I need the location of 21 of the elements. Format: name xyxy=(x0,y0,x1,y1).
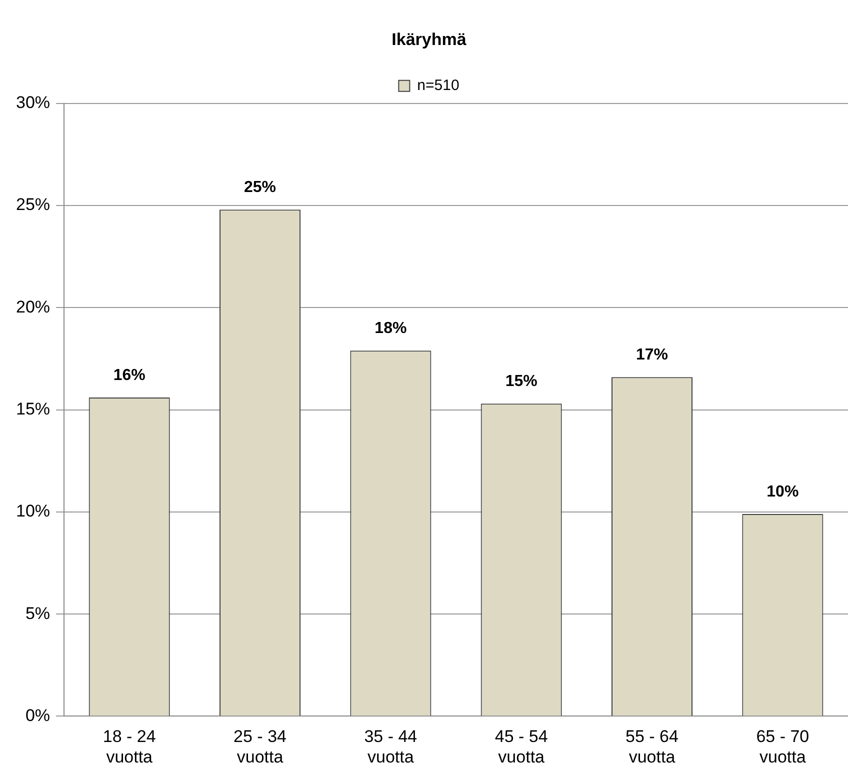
data-label: 16% xyxy=(113,366,146,384)
x-tick-label: 25 - 34 vuotta xyxy=(234,727,286,766)
y-tick-label: 5% xyxy=(25,604,50,623)
data-label: 25% xyxy=(244,179,276,196)
y-tick-label: 10% xyxy=(16,502,50,521)
y-tick-label: 25% xyxy=(16,195,50,214)
chart-title: Ikäryhmä xyxy=(392,30,467,49)
data-label: 18% xyxy=(374,320,407,337)
legend-label: n=510 xyxy=(417,77,460,94)
x-tick-label: 18 - 24 vuotta xyxy=(102,727,156,766)
x-tick-label: 55 - 64 vuotta xyxy=(626,727,678,766)
x-tick-label: 65 - 70 vuotta xyxy=(756,727,810,766)
x-tick-label: 45 - 54 vuotta xyxy=(494,727,548,766)
data-label: 17% xyxy=(636,346,668,364)
y-tick-label: 30% xyxy=(16,93,50,112)
data-label: 15% xyxy=(505,373,538,390)
y-tick-label: 20% xyxy=(16,297,50,316)
x-tick-label: 35 - 44 vuotta xyxy=(364,727,418,766)
data-label: 10% xyxy=(766,483,799,500)
y-tick-label: 0% xyxy=(25,706,50,725)
y-tick-label: 15% xyxy=(16,399,50,418)
